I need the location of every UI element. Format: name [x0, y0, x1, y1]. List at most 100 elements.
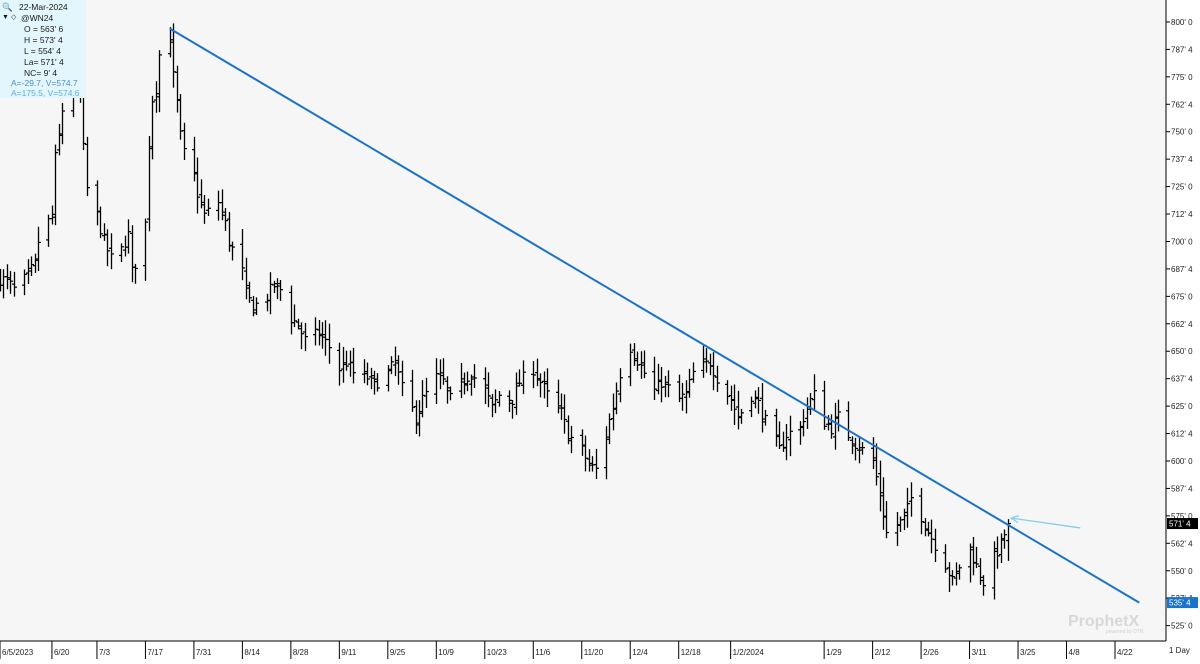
ohlc-bar	[857, 437, 862, 464]
ohlc-bar	[417, 400, 422, 437]
ohlc-bar	[725, 380, 730, 405]
timeframe-label[interactable]: 1 Day	[1169, 646, 1190, 655]
ohlc-bar	[836, 399, 841, 432]
ohlc-bar	[784, 424, 789, 461]
ohlc-bar	[278, 279, 283, 301]
ohlc-bar	[102, 223, 107, 241]
price-tick-label: 587' 4	[1171, 484, 1193, 493]
price-tick-label: 550' 0	[1171, 567, 1193, 576]
price-tick-label: 675' 0	[1171, 292, 1193, 301]
ohlc-bar	[556, 379, 561, 414]
ohlc-bar	[833, 402, 838, 450]
low-value: L = 554' 4	[24, 46, 61, 56]
ohlc-bar	[292, 304, 297, 328]
time-tick-label: 10/9	[438, 648, 454, 657]
ohlc-bar	[299, 322, 304, 350]
ohlc-bar	[60, 102, 65, 145]
price-tick-label: 762' 4	[1171, 100, 1193, 109]
time-tick-label: 9/25	[390, 648, 406, 657]
ohlc-bar	[628, 343, 633, 387]
price-tick-label: 625' 0	[1171, 402, 1193, 411]
ohlc-bar	[531, 361, 536, 389]
ohlc-bar	[871, 437, 876, 470]
ohlc-bar	[483, 367, 488, 405]
ohlc-bar	[680, 382, 685, 411]
ohlc-bar	[220, 189, 225, 221]
ohlc-bar	[611, 393, 616, 431]
collapse-triangle-icon[interactable]: ▼	[2, 14, 9, 21]
ohlc-bar	[320, 322, 325, 349]
high-value: H = 573' 4	[24, 35, 63, 45]
ohlc-bar	[230, 241, 235, 261]
price-tick-label: 662' 4	[1171, 320, 1193, 329]
trendline-price-tag-text: 535' 4	[1169, 599, 1191, 608]
ohlc-bar	[905, 487, 910, 528]
ohlc-bar	[424, 377, 429, 409]
ohlc-bar	[974, 546, 979, 569]
ohlc-bar	[711, 352, 716, 391]
time-tick-label: 12/4	[632, 648, 648, 657]
ohlc-bar	[562, 394, 567, 434]
open-value: O = 563' 6	[24, 24, 64, 34]
ohlc-bar	[362, 359, 367, 384]
ohlc-bar	[462, 372, 467, 395]
ohlc-bar	[372, 370, 377, 395]
time-tick-label: 4/8	[1069, 648, 1081, 657]
last-value: La= 571' 4	[24, 57, 64, 67]
time-tick-label: 11/6	[535, 648, 551, 657]
ohlc-bar	[788, 415, 793, 457]
ohlc-bar	[822, 380, 827, 430]
ohlc-bar	[652, 356, 657, 401]
ohlc-bar	[933, 528, 938, 562]
ohlc-bar	[846, 401, 851, 441]
ohlc-bar	[375, 373, 380, 392]
ohlc-bar	[954, 562, 959, 586]
info-panel: 🔍 22-Mar-2024 ▼ ◇ @WN24 O = 563' 6 H = 5…	[0, 0, 86, 98]
ohlc-bar	[701, 345, 706, 378]
magnifier-icon[interactable]: 🔍	[2, 2, 13, 12]
ohlc-bar	[874, 443, 879, 486]
price-tick-label: 712' 4	[1171, 210, 1193, 219]
price-tick-label: 637' 4	[1171, 375, 1193, 384]
time-tick-label: 8/14	[244, 648, 260, 657]
time-tick-label: 2/26	[923, 648, 939, 657]
ohlc-bar	[774, 408, 779, 447]
ohlc-bar	[410, 369, 415, 412]
ohlc-bar	[853, 437, 858, 461]
time-tick-label: 7/17	[147, 648, 163, 657]
ohlc-bar	[472, 364, 477, 389]
ohlc-bar	[760, 383, 765, 433]
ohlc-bar	[729, 385, 734, 411]
ohlc-bar	[535, 358, 540, 387]
ohlc-bar	[812, 374, 817, 411]
ohlc-bar	[753, 390, 758, 409]
arrow-line[interactable]	[1011, 517, 1081, 529]
ohlc-bar	[1002, 529, 1007, 549]
ohlc-bar	[317, 320, 322, 346]
ohlc-bar	[583, 435, 588, 472]
price-tick-label: 612' 4	[1171, 430, 1193, 439]
header-date: 22-Mar-2024	[19, 2, 68, 12]
ohlc-bar	[777, 421, 782, 450]
time-tick-label: 3/25	[1020, 648, 1036, 657]
ohlc-bar	[514, 372, 519, 415]
watermark-tagline: powered by DTN	[1106, 629, 1144, 635]
ohlc-bar	[632, 343, 637, 366]
last-price-tag-text: 571' 4	[1169, 520, 1191, 529]
price-tick-label: 700' 0	[1171, 237, 1193, 246]
time-tick-label: 1/2/2024	[733, 648, 765, 657]
ohlc-bar	[604, 426, 609, 480]
time-axis[interactable]: 6/5/2023 6/20 7/3 7/17 7/31 8/14 8/28 9/11 9/25 1…	[0, 641, 1133, 659]
ohlc-bar	[569, 425, 574, 454]
ohlc-bar	[199, 179, 204, 209]
trendline[interactable]	[169, 27, 1140, 604]
ohlc-bar	[327, 323, 332, 364]
price-tick-label: 687' 4	[1171, 265, 1193, 274]
ohlc-bar	[587, 449, 592, 472]
time-tick-label: 10/23	[487, 648, 508, 657]
ohlc-bar	[50, 205, 55, 225]
ohlc-bar	[393, 346, 398, 377]
ohlc-bar	[691, 362, 696, 383]
ohlc-bar	[995, 536, 1000, 569]
